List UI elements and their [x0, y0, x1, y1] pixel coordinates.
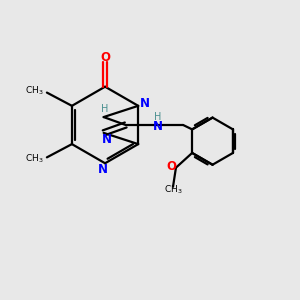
Text: H: H [101, 104, 109, 114]
Text: N: N [98, 163, 108, 176]
Text: CH$_3$: CH$_3$ [164, 184, 182, 196]
Text: O: O [167, 160, 176, 173]
Text: O: O [100, 51, 110, 64]
Text: N: N [153, 120, 163, 133]
Text: H: H [154, 112, 162, 122]
Text: N: N [140, 97, 150, 110]
Text: CH$_3$: CH$_3$ [25, 153, 44, 165]
Text: N: N [102, 133, 112, 146]
Text: CH$_3$: CH$_3$ [25, 85, 44, 98]
